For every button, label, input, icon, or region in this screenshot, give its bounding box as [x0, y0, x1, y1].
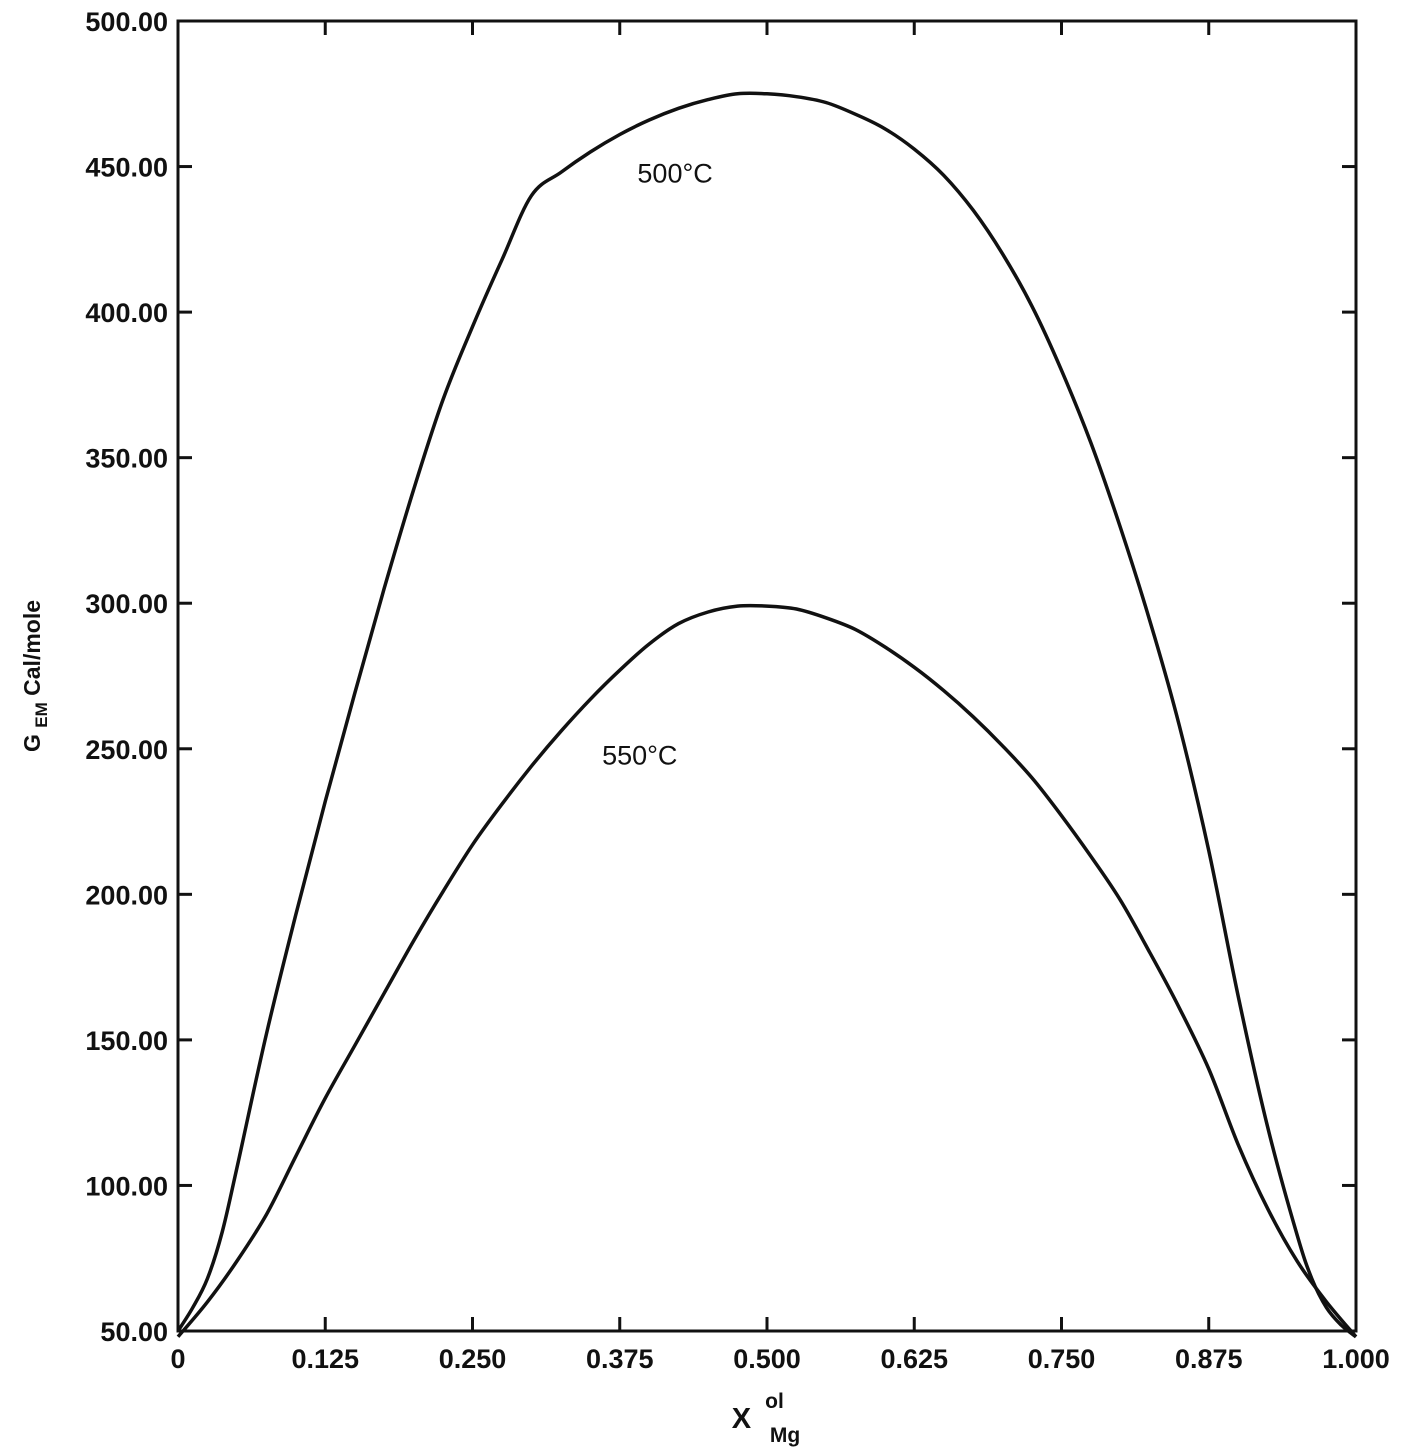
series-label-0: 500°C [637, 158, 712, 188]
y-tick-label: 300.00 [85, 589, 168, 619]
x-tick-label: 0.625 [880, 1344, 948, 1374]
x-tick-label: 0 [170, 1344, 185, 1374]
x-tick-label: 0.125 [291, 1344, 359, 1374]
series-label-1: 550°C [602, 741, 677, 771]
x-tick-label: 0.250 [439, 1344, 507, 1374]
y-tick-label: 250.00 [85, 735, 168, 765]
y-tick-label: 100.00 [85, 1171, 168, 1201]
x-axis-label-sub: Mg [770, 1424, 800, 1447]
x-tick-label: 0.375 [586, 1344, 654, 1374]
x-axis-label: X ol Mg [732, 1383, 800, 1447]
y-tick-label: 200.00 [85, 880, 168, 910]
x-axis: 0 0.125 0.250 0.375 0.500 0.625 0.750 0.875 1.00… [170, 21, 1390, 1374]
x-tick-label: 0.500 [733, 1344, 801, 1374]
series-line-0 [176, 91, 1358, 1339]
y-tick-label: 350.00 [85, 444, 168, 474]
x-axis-label-sup: ol [765, 1390, 784, 1413]
y-axis: 50.00 100.00 150.00 200.00 250.00 300.00 350.0… [85, 7, 1356, 1347]
y-tick-label: 50.00 [100, 1317, 168, 1347]
y-axis-label-sub: EM [32, 702, 51, 728]
y-axis-label-main: G [19, 734, 45, 752]
series-line-1 [176, 603, 1358, 1338]
plot-frame [176, 19, 1358, 1333]
x-tick-label: 0.750 [1028, 1344, 1096, 1374]
y-axis-label-rest: Cal/mole [19, 600, 45, 696]
y-axis-label: G EM Cal/mole [19, 600, 52, 752]
x-tick-label: 1.000 [1322, 1344, 1390, 1374]
y-tick-label: 450.00 [85, 153, 168, 183]
x-axis-label-main: X [732, 1403, 752, 1435]
series-layer: 500°C 550°C [176, 91, 1358, 1339]
y-tick-label: 150.00 [85, 1026, 168, 1056]
y-tick-label: 500.00 [85, 7, 168, 37]
y-tick-label: 400.00 [85, 298, 168, 328]
x-tick-label: 0.875 [1175, 1344, 1243, 1374]
